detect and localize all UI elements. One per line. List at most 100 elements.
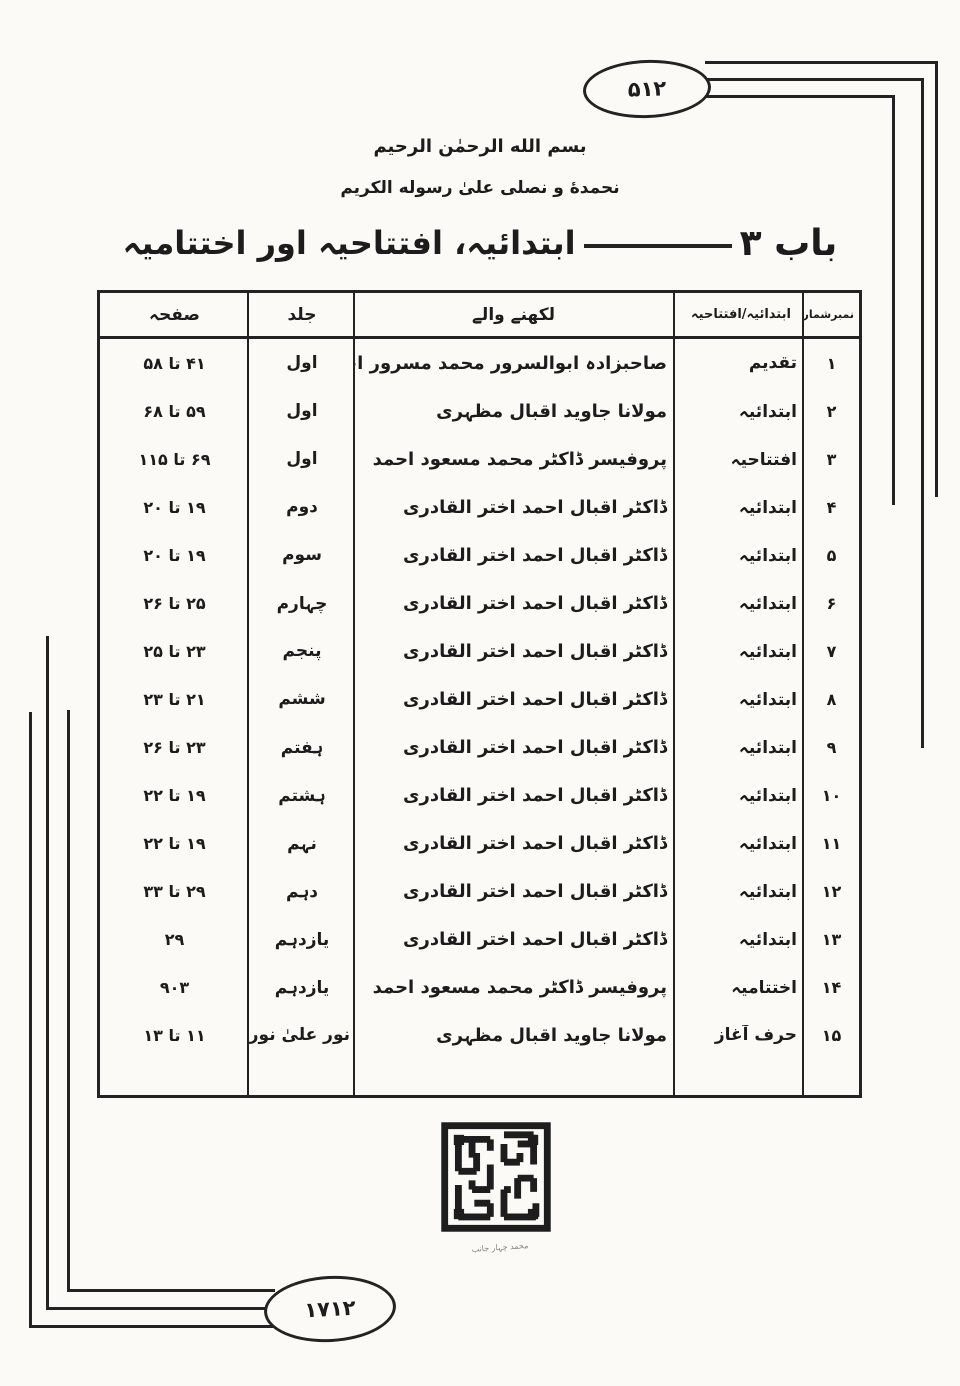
cell-serial-number: ۴ [826, 497, 837, 517]
corner-rule-top-inner-h [700, 95, 895, 98]
cell-section-type: افتتاحیہ [730, 449, 797, 470]
table-row: ۴ ابتدائیہ ڈاکٹر اقبال احمد اختر القادری… [100, 483, 859, 531]
cell-writer: ڈاکٹر اقبال احمد اختر القادری [403, 640, 667, 662]
cell-serial-number: ۸ [826, 689, 837, 709]
cell-pages: ۲۱ تا ۲۳ [143, 689, 206, 709]
column-separator [352, 293, 355, 1095]
cell-writer: پروفیسر ڈاکٹر محمد مسعود احمد [372, 448, 667, 470]
cell-pages: ۹۰۳ [159, 977, 190, 997]
cell-volume: یازدہم [274, 977, 330, 998]
corner-rule-top-outer-v [935, 61, 938, 497]
cell-serial-number: ۳ [826, 449, 837, 469]
cell-serial-number: ۱۳ [821, 929, 842, 949]
cell-writer: ڈاکٹر اقبال احمد اختر القادری [403, 880, 667, 902]
corner-rule-top-middle-h [702, 78, 924, 81]
table-body: ۱ تقدیم صاحبزادہ ابوالسرور محمد مسرور اح… [100, 339, 859, 1059]
column-separator [246, 293, 249, 1095]
header-pages: صفحہ [149, 305, 200, 325]
cell-writer: ڈاکٹر اقبال احمد اختر القادری [403, 784, 667, 806]
cell-section-type: ابتدائیہ [738, 593, 797, 614]
cell-serial-number: ۱۰ [821, 785, 842, 805]
cell-pages: ۱۹ تا ۲۰ [143, 497, 206, 517]
cell-volume: ہشتم [278, 785, 326, 806]
kufic-seal-stamp [439, 1120, 553, 1234]
cell-writer: صاحبزادہ ابوالسرور محمد مسرور احمد [355, 352, 667, 374]
cell-section-type: ابتدائیہ [738, 401, 797, 422]
corner-rule-top-inner-v [892, 95, 895, 505]
table-row: ۲ ابتدائیہ مولانا جاوید اقبال مظہری اول … [100, 387, 859, 435]
cell-serial-number: ۱۵ [821, 1025, 842, 1045]
cell-serial-number: ۵ [826, 545, 837, 565]
cell-volume: چہارم [276, 593, 328, 614]
header-serial-number: نمبرشمار [804, 308, 854, 321]
header-section-type: ابتدائیہ/افتتاحیہ [691, 307, 791, 322]
cell-writer: مولانا جاوید اقبال مظہری [436, 1024, 667, 1046]
cell-serial-number: ۱ [826, 353, 837, 373]
cell-pages: ۱۹ تا ۲۲ [143, 833, 206, 853]
cell-writer: ڈاکٹر اقبال احمد اختر القادری [403, 736, 667, 758]
stamp-caption: محمد چہار جانب [471, 1241, 529, 1254]
hamd-line: نحمدهٔ و نصلی علیٰ رسوله الکریم [340, 178, 620, 198]
cell-section-type: ابتدائیہ [738, 737, 797, 758]
cell-writer: ڈاکٹر اقبال احمد اختر القادری [403, 832, 667, 854]
cell-volume: نہم [287, 833, 317, 854]
cell-section-type: تقدیم [748, 353, 797, 373]
cell-pages: ۲۵ تا ۲۶ [143, 593, 206, 613]
corner-rule-bottom-middle-v [46, 636, 49, 1310]
cell-pages: ۵۹ تا ۶۸ [143, 401, 206, 421]
cell-volume: اول [286, 353, 318, 373]
cell-pages: ۱۹ تا ۲۲ [143, 785, 206, 805]
cell-serial-number: ۲ [826, 401, 837, 421]
cell-writer: ڈاکٹر اقبال احمد اختر القادری [403, 544, 667, 566]
cell-section-type: ابتدائیہ [738, 881, 797, 902]
cell-writer: ڈاکٹر اقبال احمد اختر القادری [403, 928, 667, 950]
cell-pages: ۲۳ تا ۲۵ [143, 641, 206, 661]
cell-section-type: اختتامیہ [731, 977, 797, 998]
kufic-seal-icon [441, 1122, 551, 1232]
column-separator [801, 293, 804, 1095]
page-number-bottom: ۱۷۱۲ [303, 1295, 357, 1323]
cell-pages: ۴۱ تا ۵۸ [143, 353, 206, 373]
cell-writer: مولانا جاوید اقبال مظہری [436, 400, 667, 422]
cell-section-type: ابتدائیہ [738, 545, 797, 566]
table-row: ۱۳ ابتدائیہ ڈاکٹر اقبال احمد اختر القادر… [100, 915, 859, 963]
table-row: ۱۲ ابتدائیہ ڈاکٹر اقبال احمد اختر القادر… [100, 867, 859, 915]
column-separator [672, 293, 675, 1095]
cell-pages: ۱۱ تا ۱۳ [143, 1025, 206, 1045]
table-row: ۸ ابتدائیہ ڈاکٹر اقبال احمد اختر القادری… [100, 675, 859, 723]
cell-serial-number: ۱۲ [821, 881, 842, 901]
cell-volume: اول [286, 449, 318, 469]
cell-serial-number: ۱۱ [821, 833, 842, 853]
table-row: ۵ ابتدائیہ ڈاکٹر اقبال احمد اختر القادری… [100, 531, 859, 579]
cell-volume: سوم [282, 545, 322, 565]
cell-volume: ہفتم [280, 737, 324, 758]
cell-volume: نور علیٰ نور [249, 1025, 350, 1045]
heading-dash-rule [583, 244, 732, 248]
cell-writer: پروفیسر ڈاکٹر محمد مسعود احمد [372, 976, 667, 998]
cell-serial-number: ۹ [826, 737, 837, 757]
cell-pages: ۲۹ [164, 929, 185, 949]
table-header-row: نمبرشمار ابتدائیہ/افتتاحیہ لکھنے والے جل… [100, 293, 859, 339]
cell-serial-number: ۷ [826, 641, 837, 661]
corner-rule-bottom-outer-v [29, 712, 32, 1328]
cell-writer: ڈاکٹر اقبال احمد اختر القادری [403, 496, 667, 518]
page-number-oval-top: ۵۱۲ [582, 57, 712, 121]
header-volume: جلد [287, 304, 317, 325]
cell-volume: یازدہم [274, 929, 330, 950]
table-row: ۳ افتتاحیہ پروفیسر ڈاکٹر محمد مسعود احمد… [100, 435, 859, 483]
header-writers: لکھنے والے [471, 305, 556, 325]
table-row: ۱۰ ابتدائیہ ڈاکٹر اقبال احمد اختر القادر… [100, 771, 859, 819]
cell-section-type: ابتدائیہ [738, 497, 797, 518]
cell-section-type: ابتدائیہ [738, 641, 797, 662]
chapter-title: ابتدائیہ، افتتاحیہ اور اختتامیہ [122, 224, 576, 262]
bismillah-line: بسم الله الرحمٰن الرحیم [373, 136, 587, 157]
cell-pages: ۲۹ تا ۳۳ [143, 881, 206, 901]
cell-writer: ڈاکٹر اقبال احمد اختر القادری [403, 592, 667, 614]
cell-pages: ۶۹ تا ۱۱۵ [138, 449, 211, 469]
table-row: ۱۴ اختتامیہ پروفیسر ڈاکٹر محمد مسعود احم… [100, 963, 859, 1011]
corner-rule-bottom-inner-h [67, 1289, 275, 1292]
table-row: ۱۱ ابتدائیہ ڈاکٹر اقبال احمد اختر القادر… [100, 819, 859, 867]
cell-section-type: ابتدائیہ [738, 785, 797, 806]
cell-section-type: ابتدائیہ [738, 929, 797, 950]
